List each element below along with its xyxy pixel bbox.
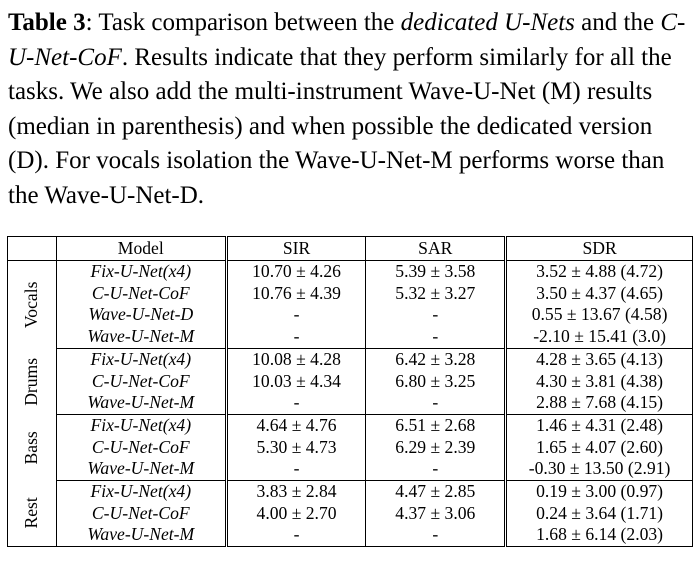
sdr-cell: 4.28 ± 3.65 (4.13) xyxy=(504,348,693,371)
sar-cell: 5.39 ± 3.58 xyxy=(365,260,506,283)
sdr-cell: 2.88 ± 7.68 (4.15) xyxy=(504,392,693,415)
header-sir: SIR xyxy=(224,236,366,261)
caption-segment: . Results indicate that they perform sim… xyxy=(8,43,672,209)
caption-label: Table 3 xyxy=(8,9,86,36)
table-row: C-U-Net-CoF 10.03 ± 4.34 6.80 ± 3.25 4.30 ±… xyxy=(8,370,693,393)
model-cell: Fix-U-Net(x4) xyxy=(55,260,227,283)
group-label: Rest xyxy=(21,497,42,529)
model-cell: Wave-U-Net-M xyxy=(55,524,227,548)
sir-cell: 5.30 ± 4.73 xyxy=(224,436,366,459)
sir-cell: 10.76 ± 4.39 xyxy=(224,282,366,305)
model-cell: C-U-Net-CoF xyxy=(55,436,227,459)
table-row: Bass Fix-U-Net(x4) 4.64 ± 4.76 6.51 ± 2.68 1… xyxy=(8,414,693,464)
sar-cell: 6.29 ± 2.39 xyxy=(365,436,506,459)
table-row: Wave-U-Net-M - - -0.30 ± 13.50 (2.91) xyxy=(8,458,693,482)
sar-cell: - xyxy=(365,326,506,349)
sdr-cell: 3.52 ± 4.88 (4.72) xyxy=(504,260,693,283)
header-sdr: SDR xyxy=(504,236,693,261)
sir-cell: - xyxy=(224,392,366,415)
sar-cell: 6.80 ± 3.25 xyxy=(365,370,506,393)
table-row: C-U-Net-CoF 4.00 ± 2.70 4.37 ± 3.06 0.24 ± … xyxy=(8,502,693,525)
sdr-cell: -2.10 ± 15.41 (3.0) xyxy=(504,326,693,349)
group-label: Drums xyxy=(21,357,42,406)
sar-cell: - xyxy=(365,458,506,482)
sar-cell: - xyxy=(365,524,506,548)
model-cell: Fix-U-Net(x4) xyxy=(55,348,227,371)
sir-cell: 10.08 ± 4.28 xyxy=(224,348,366,371)
model-cell: Fix-U-Net(x4) xyxy=(55,414,227,437)
sir-cell: 4.64 ± 4.76 xyxy=(224,414,366,437)
sir-cell: 10.03 ± 4.34 xyxy=(224,370,366,393)
results-table: Model SIR SAR SDR Vocals Fix-U-Net(x4) 10.… xyxy=(7,236,693,548)
model-cell: C-U-Net-CoF xyxy=(55,282,227,305)
sdr-cell: 1.65 ± 4.07 (2.60) xyxy=(504,436,693,459)
group-label-cell: Bass xyxy=(8,414,57,480)
model-cell: C-U-Net-CoF xyxy=(55,370,227,393)
group-label: Bass xyxy=(21,430,42,465)
model-cell: Wave-U-Net-D xyxy=(55,304,227,327)
caption-segment: C-U-Net-CoF xyxy=(8,9,686,71)
sir-cell: - xyxy=(224,458,366,482)
sar-cell: 4.37 ± 3.06 xyxy=(365,502,506,525)
group-label-cell: Rest xyxy=(8,481,57,547)
table-row: Drums Fix-U-Net(x4) 10.08 ± 4.28 6.42 ± 3.2… xyxy=(8,348,693,405)
sdr-cell: 3.50 ± 4.37 (4.65) xyxy=(504,282,693,305)
sdr-cell: -0.30 ± 13.50 (2.91) xyxy=(504,458,693,482)
table-row: C-U-Net-CoF 5.30 ± 4.73 6.29 ± 2.39 1.65 ± … xyxy=(8,436,693,459)
sir-cell: - xyxy=(224,304,366,327)
header-model: Model xyxy=(55,236,227,261)
sar-cell: 5.32 ± 3.27 xyxy=(365,282,506,305)
model-cell: Wave-U-Net-M xyxy=(55,458,227,482)
caption-segment: : Task comparison between the xyxy=(85,9,401,36)
table-header-row: Model SIR SAR SDR xyxy=(7,236,693,261)
sar-cell: - xyxy=(365,304,506,327)
table-row: Rest Fix-U-Net(x4) 3.83 ± 2.84 4.47 ± 2.85 0… xyxy=(8,480,693,529)
caption-segment: dedicated U-Nets xyxy=(400,9,575,36)
table-row: Vocals Fix-U-Net(x4) 10.70 ± 4.26 5.39 ± 3.… xyxy=(8,260,693,328)
sdr-cell: 4.30 ± 3.81 (4.38) xyxy=(504,370,693,393)
sdr-cell: 0.19 ± 3.00 (0.97) xyxy=(504,480,693,503)
sir-cell: 3.83 ± 2.84 xyxy=(224,480,366,503)
sar-cell: 6.51 ± 2.68 xyxy=(365,414,506,437)
sdr-cell: 0.24 ± 3.64 (1.71) xyxy=(504,502,693,525)
table-row: Wave-U-Net-M - - -2.10 ± 15.41 (3.0) xyxy=(8,326,693,349)
sir-cell: - xyxy=(224,326,366,349)
group-label-cell: Drums xyxy=(8,348,57,414)
sar-cell: - xyxy=(365,392,506,415)
sdr-cell: 0.55 ± 13.67 (4.58) xyxy=(504,304,693,327)
sar-cell: 6.42 ± 3.28 xyxy=(365,348,506,371)
header-sar: SAR xyxy=(365,236,506,261)
model-cell: C-U-Net-CoF xyxy=(55,502,227,525)
group-label-cell: Vocals xyxy=(8,261,57,349)
sdr-cell: 1.46 ± 4.31 (2.48) xyxy=(504,414,693,437)
sar-cell: 4.47 ± 2.85 xyxy=(365,480,506,503)
table-row: C-U-Net-CoF 10.76 ± 4.39 5.32 ± 3.27 3.50 ±… xyxy=(8,282,693,305)
model-cell: Wave-U-Net-M xyxy=(55,392,227,415)
sir-cell: 10.70 ± 4.26 xyxy=(224,260,366,283)
model-cell: Wave-U-Net-M xyxy=(55,326,227,349)
caption-segment: and the xyxy=(574,9,661,36)
table-caption: Table 3: Task comparison between the ded… xyxy=(8,6,686,213)
table-row: Wave-U-Net-M - -2.88 ± 7.68 (4.15) xyxy=(8,392,693,415)
group-label: Vocals xyxy=(21,281,42,328)
table-row: Wave-U-Net-M - -1.68 ± 6.14 (2.03) xyxy=(8,524,693,548)
table-row: Wave-U-Net-D - -0.55 ± 13.67 (4.58) xyxy=(8,304,693,327)
sir-cell: - xyxy=(224,524,366,548)
sir-cell: 4.00 ± 2.70 xyxy=(224,502,366,525)
sdr-cell: 1.68 ± 6.14 (2.03) xyxy=(504,524,693,548)
model-cell: Fix-U-Net(x4) xyxy=(55,480,227,503)
